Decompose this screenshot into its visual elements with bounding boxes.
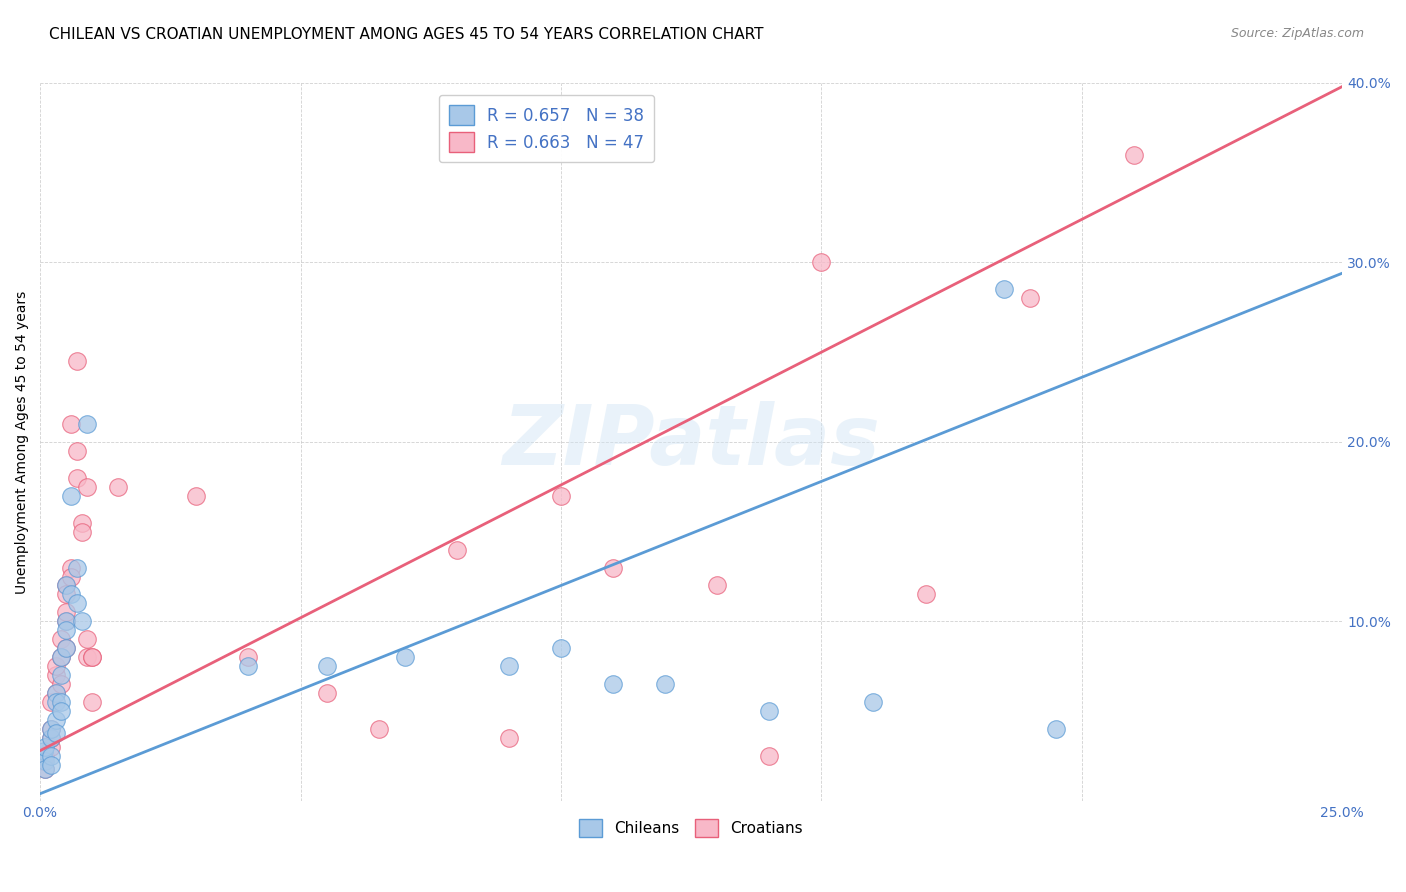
Point bbox=[34, 762, 56, 776]
Point bbox=[498, 659, 520, 673]
Point bbox=[1018, 291, 1040, 305]
Point bbox=[55, 641, 77, 656]
Point bbox=[862, 695, 884, 709]
Point bbox=[45, 686, 67, 700]
Point bbox=[914, 587, 936, 601]
Point bbox=[186, 489, 208, 503]
Point bbox=[45, 659, 67, 673]
Point bbox=[55, 587, 77, 601]
Point bbox=[550, 489, 572, 503]
Point bbox=[55, 615, 77, 629]
Point bbox=[39, 758, 62, 772]
Point bbox=[238, 650, 260, 665]
Point bbox=[34, 755, 56, 769]
Point bbox=[39, 739, 62, 754]
Point bbox=[49, 695, 72, 709]
Point bbox=[55, 606, 77, 620]
Point bbox=[49, 632, 72, 647]
Point bbox=[39, 695, 62, 709]
Point bbox=[49, 704, 72, 718]
Point bbox=[49, 650, 72, 665]
Point bbox=[55, 615, 77, 629]
Point bbox=[82, 650, 104, 665]
Text: CHILEAN VS CROATIAN UNEMPLOYMENT AMONG AGES 45 TO 54 YEARS CORRELATION CHART: CHILEAN VS CROATIAN UNEMPLOYMENT AMONG A… bbox=[49, 27, 763, 42]
Point bbox=[76, 480, 98, 494]
Point bbox=[810, 255, 832, 269]
Point bbox=[76, 650, 98, 665]
Point bbox=[34, 762, 56, 776]
Point bbox=[55, 624, 77, 638]
Point bbox=[65, 443, 87, 458]
Point bbox=[39, 749, 62, 764]
Point bbox=[65, 354, 87, 368]
Point bbox=[65, 471, 87, 485]
Point bbox=[39, 722, 62, 736]
Point bbox=[446, 542, 468, 557]
Point bbox=[45, 725, 67, 739]
Point bbox=[70, 524, 93, 539]
Point bbox=[238, 659, 260, 673]
Point bbox=[65, 597, 87, 611]
Point bbox=[49, 650, 72, 665]
Legend: Chileans, Croatians: Chileans, Croatians bbox=[574, 813, 808, 844]
Point bbox=[76, 632, 98, 647]
Point bbox=[498, 731, 520, 745]
Point bbox=[55, 578, 77, 592]
Point bbox=[60, 489, 83, 503]
Point bbox=[55, 578, 77, 592]
Point bbox=[60, 417, 83, 431]
Point bbox=[49, 668, 72, 682]
Point bbox=[34, 749, 56, 764]
Text: Source: ZipAtlas.com: Source: ZipAtlas.com bbox=[1230, 27, 1364, 40]
Point bbox=[758, 704, 780, 718]
Point bbox=[31, 749, 53, 764]
Point bbox=[602, 677, 624, 691]
Point bbox=[31, 755, 53, 769]
Text: ZIPatlas: ZIPatlas bbox=[502, 401, 880, 483]
Point bbox=[315, 686, 337, 700]
Point bbox=[70, 615, 93, 629]
Point bbox=[82, 695, 104, 709]
Point bbox=[1045, 722, 1067, 736]
Point bbox=[654, 677, 676, 691]
Point bbox=[39, 731, 62, 745]
Point bbox=[39, 731, 62, 745]
Point bbox=[602, 560, 624, 574]
Point bbox=[1122, 147, 1144, 161]
Point bbox=[70, 516, 93, 530]
Point bbox=[394, 650, 416, 665]
Point bbox=[45, 668, 67, 682]
Point bbox=[65, 560, 87, 574]
Point bbox=[993, 282, 1015, 296]
Point bbox=[758, 749, 780, 764]
Y-axis label: Unemployment Among Ages 45 to 54 years: Unemployment Among Ages 45 to 54 years bbox=[15, 290, 30, 593]
Point bbox=[60, 560, 83, 574]
Point bbox=[76, 417, 98, 431]
Point bbox=[60, 569, 83, 583]
Point bbox=[706, 578, 728, 592]
Point bbox=[82, 650, 104, 665]
Point bbox=[60, 587, 83, 601]
Point bbox=[315, 659, 337, 673]
Point bbox=[45, 695, 67, 709]
Point bbox=[45, 686, 67, 700]
Point bbox=[45, 713, 67, 727]
Point bbox=[34, 739, 56, 754]
Point bbox=[39, 722, 62, 736]
Point bbox=[550, 641, 572, 656]
Point bbox=[107, 480, 129, 494]
Point bbox=[32, 744, 55, 758]
Point bbox=[49, 677, 72, 691]
Point bbox=[367, 722, 389, 736]
Point bbox=[55, 641, 77, 656]
